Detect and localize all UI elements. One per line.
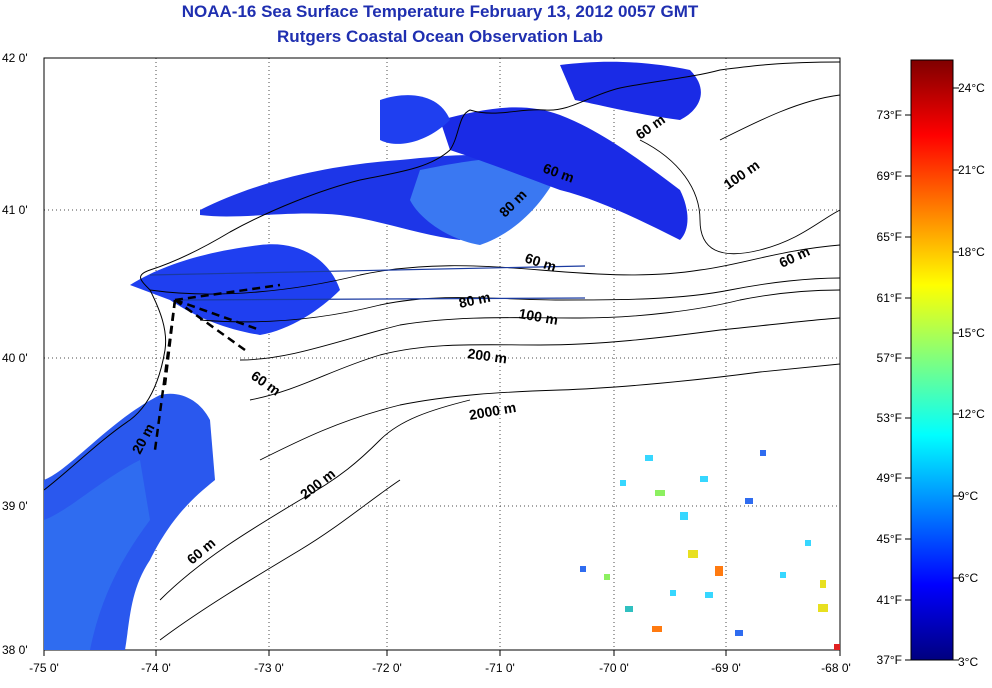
isobath-label: 200 m	[467, 345, 509, 366]
isobath-label: 80 m	[457, 289, 492, 311]
colorbar-f-label: 41°F	[877, 593, 902, 607]
colorbar-f-label: 49°F	[877, 471, 902, 485]
colorbar-c-label: 24°C	[958, 81, 985, 95]
transect-lines	[149, 265, 586, 301]
colorbar-f-label: 53°F	[877, 411, 902, 425]
colorbar-c-label: 9°C	[958, 489, 978, 503]
lon-tick-label: -70 0'	[599, 661, 629, 675]
colorbar-c-label: 6°C	[958, 571, 978, 585]
sst-scatter	[580, 450, 840, 650]
colorbar-f-label: 69°F	[877, 169, 902, 183]
colorbar-f-label: 45°F	[877, 532, 902, 546]
colorbar	[910, 59, 954, 661]
colorbar-c-label: 12°C	[958, 407, 985, 421]
axis-ticks	[43, 650, 841, 656]
lon-tick-label: -73 0'	[254, 661, 284, 675]
lat-tick-label: 40 0'	[2, 351, 28, 365]
lon-tick-label: -69 0'	[711, 661, 741, 675]
isobath-contours	[149, 94, 840, 641]
colorbar-ticks	[905, 87, 959, 661]
colorbar-f-label: 61°F	[877, 291, 902, 305]
map-subtitle: Rutgers Coastal Ocean Observation Lab	[277, 27, 603, 46]
lat-tick-label: 39 0'	[2, 499, 28, 513]
lon-tick-label: -72 0'	[372, 661, 402, 675]
lon-tick-label: -75 0'	[29, 661, 59, 675]
colorbar-c-label: 15°C	[958, 326, 985, 340]
colorbar-c-label: 18°C	[958, 245, 985, 259]
lon-tick-label: -68 0'	[821, 661, 851, 675]
lat-tick-label: 41 0'	[2, 203, 28, 217]
lon-tick-label: -74 0'	[141, 661, 171, 675]
coastline	[44, 61, 840, 491]
dashed-transects	[153, 283, 281, 451]
colorbar-f-label: 57°F	[877, 351, 902, 365]
lat-tick-label: 42 0'	[2, 51, 28, 65]
colorbar-f-label: 37°F	[877, 653, 902, 667]
map-frame	[43, 57, 841, 651]
colorbar-f-label: 73°F	[877, 108, 902, 122]
sst-coverage	[44, 61, 701, 650]
colorbar-f-label: 65°F	[877, 230, 902, 244]
map-title: NOAA-16 Sea Surface Temperature February…	[181, 2, 699, 21]
lat-tick-label: 38 0'	[2, 643, 28, 657]
colorbar-c-label: 3°C	[958, 655, 978, 669]
isobath-label: 100 m	[517, 305, 559, 328]
lon-tick-label: -71 0'	[485, 661, 515, 675]
colorbar-c-label: 21°C	[958, 163, 985, 177]
